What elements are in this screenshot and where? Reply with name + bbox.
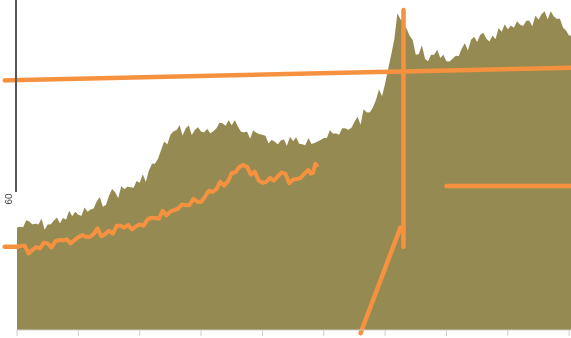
- overlay-series-layer: [2, 7, 571, 336]
- x-axis-ticks: [16, 329, 571, 336]
- reference-line-1: [2, 65, 571, 83]
- axis-layer: 60: [4, 0, 17, 205]
- area-series: [17, 11, 571, 330]
- reference-line-3: [358, 225, 403, 336]
- area-series-layer: [17, 11, 571, 330]
- overlay-series-line: [16, 161, 320, 256]
- y-tick-label-60: 60: [4, 193, 15, 205]
